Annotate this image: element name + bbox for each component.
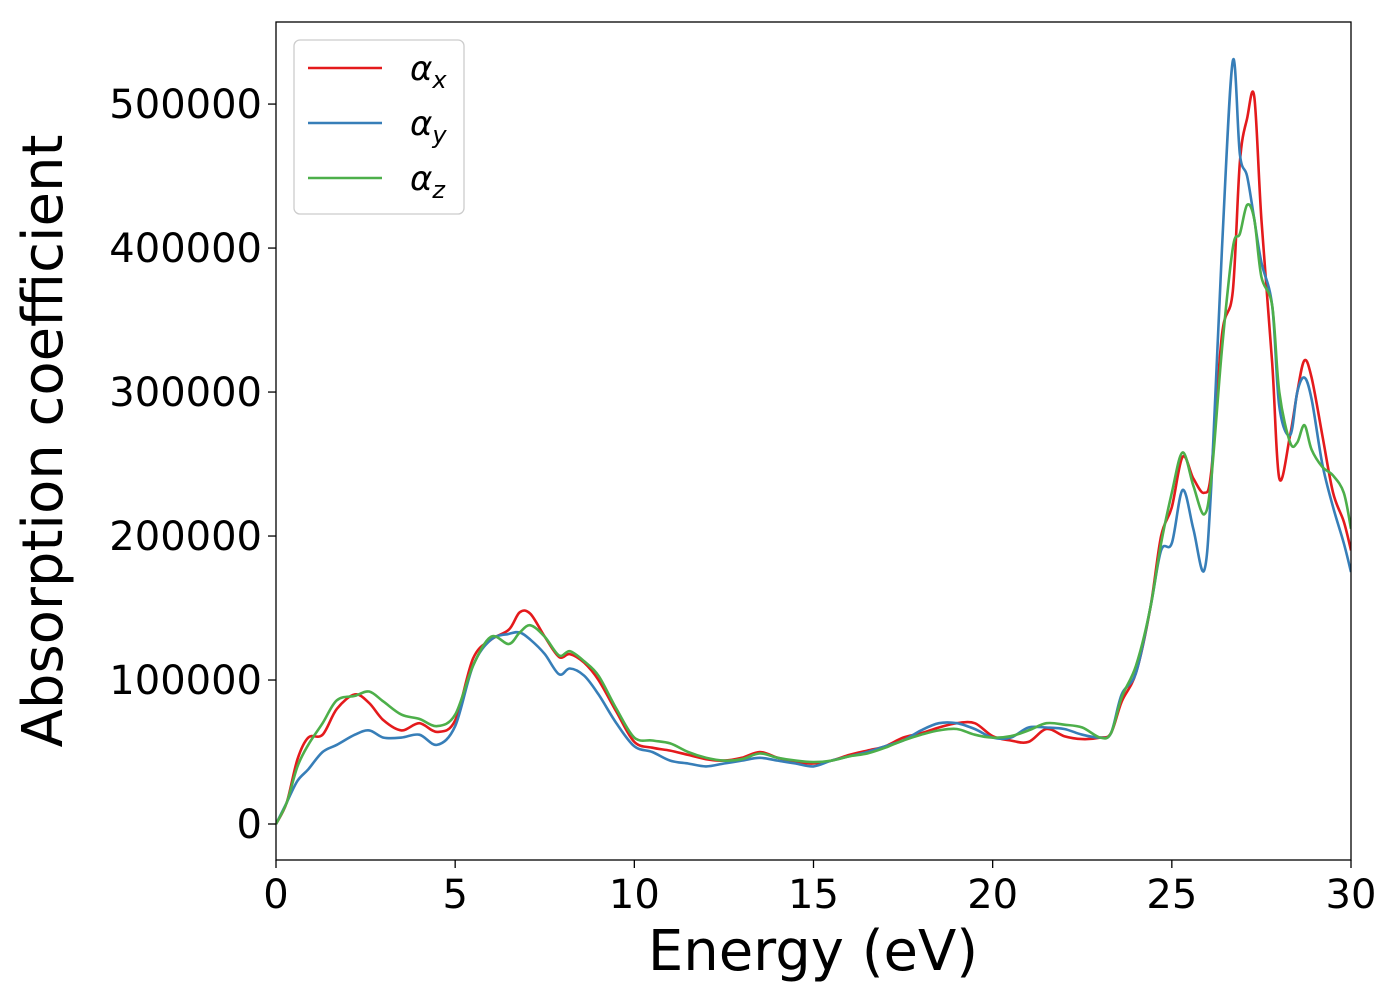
- series-line-z: [276, 203, 1351, 825]
- y-tick-label: 100000: [109, 658, 262, 704]
- legend-box: [293, 39, 465, 215]
- series-line-x: [276, 90, 1351, 825]
- x-tick-label: 15: [788, 872, 839, 918]
- x-tick-label: 30: [1326, 872, 1377, 918]
- y-tick-label: 200000: [109, 514, 262, 560]
- x-axis-title: Energy (eV): [648, 919, 978, 984]
- x-tick-label: 5: [442, 872, 467, 918]
- x-tick-label: 10: [609, 872, 660, 918]
- series-layer: [276, 57, 1351, 825]
- x-tick-label: 25: [1146, 872, 1197, 918]
- x-tick-label: 0: [263, 872, 288, 918]
- y-tick-label: 500000: [109, 82, 262, 128]
- y-tick-label: 300000: [109, 370, 262, 416]
- legend-label-z: αz: [410, 159, 446, 204]
- legend: αx αy αz: [293, 39, 465, 215]
- y-axis-title: Absorption coefficient: [11, 135, 76, 748]
- legend-label-y: αy: [410, 104, 447, 149]
- x-tick-label: 20: [967, 872, 1018, 918]
- y-tick-label: 400000: [109, 226, 262, 272]
- axes-layer: 0 5 10 15 20 25 30 0 100000 200000 300000 400000 500…: [109, 21, 1377, 918]
- legend-label-x: αx: [410, 49, 447, 94]
- y-tick-label: 0: [237, 802, 262, 848]
